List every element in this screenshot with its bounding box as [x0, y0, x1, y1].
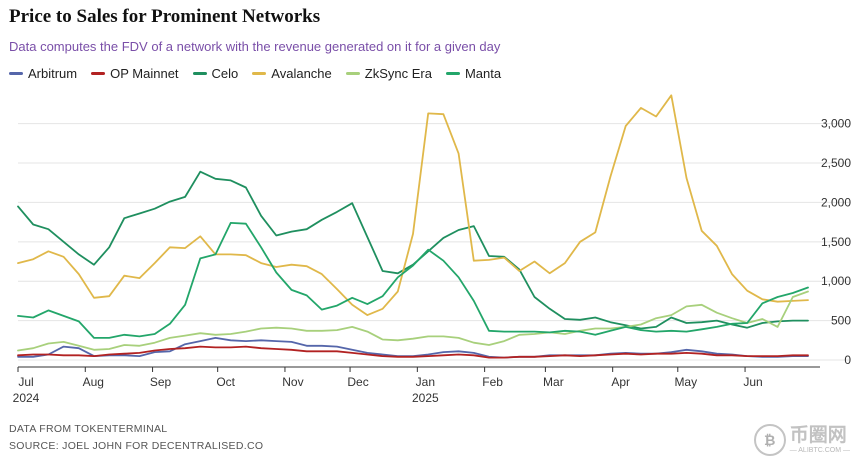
y-tick-label: 500 — [831, 314, 851, 328]
series-line-celo — [17, 170, 809, 330]
watermark-name: 币圈网 — [789, 425, 847, 446]
series-line-op-mainnet — [17, 345, 809, 359]
legend-item-avalanche: Avalanche — [252, 66, 332, 81]
legend-swatch — [252, 72, 267, 75]
x-tick-year-label: 2024 — [13, 391, 40, 405]
x-tick-label: Nov — [282, 375, 303, 389]
legend-item-manta: Manta — [445, 66, 502, 81]
legend-item-op-mainnet: OP Mainnet — [91, 66, 179, 81]
x-tick-label: Oct — [216, 375, 235, 389]
x-tick-label: Feb — [482, 375, 503, 389]
chart-title: Price to Sales for Prominent Networks — [9, 6, 321, 27]
y-tick-label: 1,000 — [821, 274, 851, 288]
legend-item-zksync-era: ZkSync Era — [345, 66, 432, 81]
chart-legend: Arbitrum OP Mainnet Celo Avalanche ZkSync Er… — [9, 66, 501, 81]
x-tick-label: Jun — [743, 375, 762, 389]
x-tick-year-label: 2025 — [412, 391, 439, 405]
watermark-logo: ₿ 币圈网 — ALIBTC.COM — — [753, 424, 850, 456]
legend-swatch — [345, 72, 360, 75]
x-tick-label: Aug — [83, 375, 104, 389]
legend-label: OP Mainnet — [110, 66, 179, 81]
legend-label: ZkSync Era — [364, 66, 432, 81]
chart-subtitle: Data computes the FDV of a network with … — [9, 39, 501, 54]
legend-item-arbitrum: Arbitrum — [9, 66, 77, 81]
legend-swatch — [192, 72, 207, 75]
x-tick-label: Apr — [611, 375, 630, 389]
series-line-arbitrum — [17, 337, 809, 359]
y-tick-label: 2,000 — [821, 195, 851, 209]
watermark-icon: ₿ — [753, 424, 786, 456]
series-line-zksync-era — [17, 290, 809, 352]
watermark-url: — ALIBTC.COM — — [789, 447, 850, 454]
legend-label: Manta — [464, 66, 502, 81]
legend-label: Celo — [211, 66, 239, 81]
x-tick-label: May — [674, 375, 697, 389]
y-tick-label: 2,500 — [821, 156, 851, 170]
legend-swatch — [9, 72, 23, 75]
x-tick-label: Sep — [150, 375, 172, 389]
y-tick-label: 3,000 — [821, 117, 851, 131]
legend-swatch — [91, 72, 106, 75]
footer-data-source: DATA FROM TOKENTERMINAL — [9, 423, 168, 435]
x-tick-label: Jul — [18, 375, 33, 389]
legend-item-celo: Celo — [192, 66, 239, 81]
legend-label: Arbitrum — [28, 66, 78, 81]
x-tick-label: Jan — [416, 375, 435, 389]
footer-credit: SOURCE: JOEL JOHN FOR DECENTRALISED.CO — [9, 440, 264, 452]
y-tick-label: 1,500 — [821, 235, 851, 249]
x-tick-label: Dec — [347, 375, 368, 389]
legend-label: Avalanche — [271, 66, 332, 81]
series-line-avalanche — [17, 94, 809, 316]
y-tick-label: 0 — [844, 353, 851, 367]
x-tick-label: Mar — [543, 375, 564, 389]
legend-swatch — [445, 72, 460, 75]
series-line-manta — [17, 222, 809, 339]
